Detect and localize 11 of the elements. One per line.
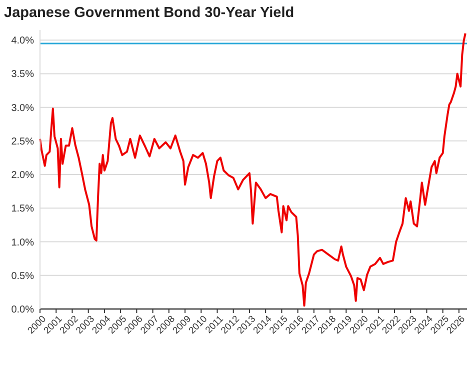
y-tick-label: 3.0%	[11, 102, 34, 114]
line-series	[39, 32, 466, 307]
chart-title: Japanese Government Bond 30-Year Yield	[4, 5, 294, 21]
y-tick-label: 2.0%	[11, 170, 34, 182]
y-tick-label: 0.5%	[11, 270, 34, 282]
y-tick-label: 0.0%	[11, 304, 34, 316]
y-tick-label: 1.5%	[11, 204, 34, 215]
y-tick-label: 3.5%	[11, 69, 34, 80]
y-tick-label: 2.5%	[11, 136, 34, 148]
y-tick-label: 1.0%	[11, 237, 34, 248]
y-tick-label: 4.0%	[11, 36, 34, 47]
